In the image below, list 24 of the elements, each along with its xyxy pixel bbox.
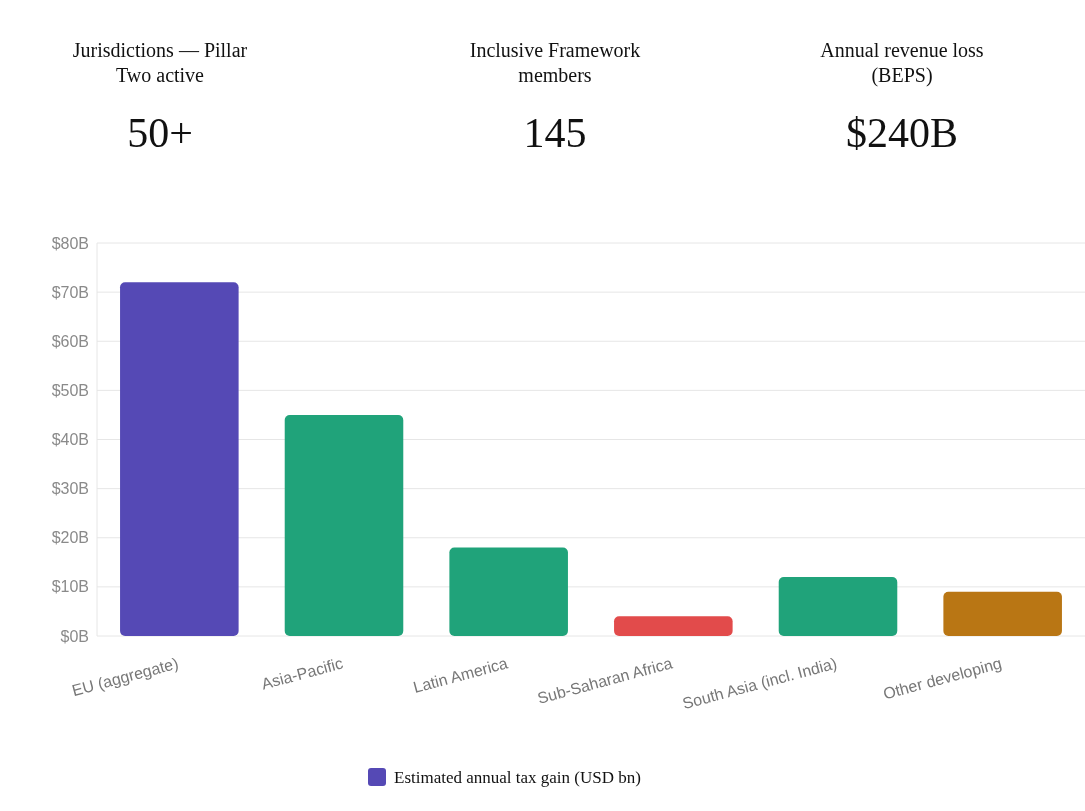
bar	[449, 547, 568, 636]
text: Inclusive Framework members	[469, 39, 641, 86]
bar	[778, 577, 898, 636]
y-tick-label: $10B	[51, 578, 89, 596]
y-tick-label: $0B	[60, 627, 89, 645]
y-tick-label: $20B	[51, 529, 89, 547]
y-tick-label: $50B	[51, 381, 89, 399]
bar	[614, 616, 733, 636]
text: Jurisdictions — Pillar Two active	[72, 39, 248, 86]
y-tick-label: $70B	[51, 283, 89, 301]
x-tick-label: Latin America	[411, 654, 510, 696]
y-tick-label: $30B	[51, 480, 89, 498]
text: 50+	[127, 110, 193, 156]
x-tick-label: South Asia (incl. India)	[680, 654, 839, 713]
bar	[943, 591, 1062, 636]
text: 145	[523, 110, 587, 156]
text: Annual revenue loss (BEPS)	[820, 39, 984, 87]
y-tick-label: $60B	[51, 332, 89, 350]
legend-label: Estimated annual tax gain (USD bn)	[394, 768, 641, 787]
bar	[284, 414, 404, 636]
y-tick-label: $40B	[51, 431, 89, 449]
y-tick-label: $80B	[51, 234, 89, 252]
bar	[120, 282, 239, 636]
text: $240B	[845, 110, 959, 156]
